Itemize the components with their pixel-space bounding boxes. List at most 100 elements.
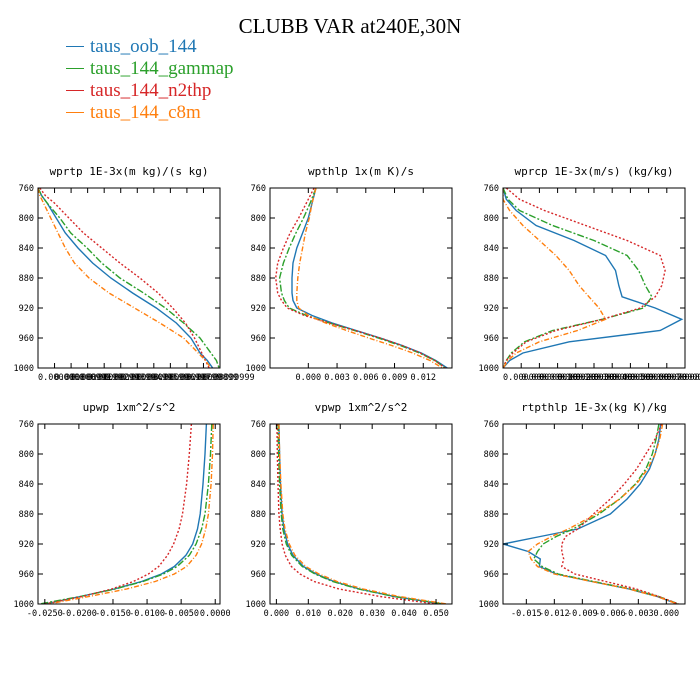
x-tick-label: -0.0250 bbox=[27, 609, 63, 619]
x-tick-label: 0.000000060 bbox=[612, 373, 668, 383]
y-tick-label: 1000 bbox=[14, 364, 34, 374]
y-tick-label: 920 bbox=[484, 304, 499, 314]
y-tick-label: 920 bbox=[251, 540, 266, 550]
chart-title: wprtp 1E-3x(m kg)/(s kg) bbox=[50, 165, 209, 178]
series-line-4 bbox=[503, 188, 607, 368]
y-tick-label: 800 bbox=[251, 450, 266, 460]
x-tick-label: 0.003 bbox=[324, 373, 350, 383]
x-tick-label: 0.020 bbox=[327, 609, 353, 619]
y-tick-label: 960 bbox=[19, 570, 34, 580]
series-line-4 bbox=[278, 424, 448, 604]
x-tick-label: 0.000000010 bbox=[521, 373, 577, 383]
x-tick-label: 0.000000050 bbox=[594, 373, 650, 383]
x-tick-label: 0.000 bbox=[264, 609, 290, 619]
series-line-2 bbox=[277, 424, 445, 604]
series-line-3 bbox=[560, 424, 679, 604]
series-line-4 bbox=[527, 424, 678, 604]
x-tick-label: -0.0150 bbox=[95, 609, 131, 619]
legend-label: taus_oob_144 bbox=[90, 36, 197, 57]
y-tick-label: 920 bbox=[251, 304, 266, 314]
x-tick-label: 0.000000020 bbox=[539, 373, 595, 383]
series-line-3 bbox=[44, 424, 193, 604]
legend-label: taus_144_gammap bbox=[90, 58, 234, 79]
legend-item: taus_144_gammap bbox=[66, 58, 234, 80]
chart-panel: wprtp 1E-3x(m kg)/(s kg) 760 800 840 880 920 9… bbox=[14, 165, 255, 383]
figure-title: CLUBB VAR at240E,30N bbox=[238, 14, 462, 38]
legend: taus_oob_144 taus_144_gammap taus_144_n2… bbox=[66, 36, 234, 124]
chart-title: vpwp 1xm^2/s^2 bbox=[315, 401, 408, 414]
chart-title: wprcp 1E-3x(m/s) (kg/kg) bbox=[515, 165, 674, 178]
legend-swatch bbox=[66, 68, 84, 70]
x-tick-label: 0.0000000 bbox=[38, 373, 84, 383]
x-tick-label: 0.009 bbox=[382, 373, 408, 383]
series-line-1 bbox=[278, 424, 443, 604]
x-tick-label: -0.003 bbox=[623, 609, 654, 619]
y-tick-label: 960 bbox=[251, 334, 266, 344]
x-tick-label: 0.0000000 bbox=[503, 373, 549, 383]
x-tick-label: -0.009 bbox=[567, 609, 598, 619]
x-tick-label: 0.000000999 bbox=[55, 373, 111, 383]
y-tick-label: 880 bbox=[251, 510, 266, 520]
series-line-2 bbox=[278, 188, 446, 368]
y-tick-label: 840 bbox=[251, 480, 266, 490]
y-tick-label: 1000 bbox=[246, 600, 266, 610]
x-tick-label: -0.0200 bbox=[61, 609, 97, 619]
y-tick-label: 880 bbox=[484, 510, 499, 520]
y-tick-label: 800 bbox=[251, 214, 266, 224]
y-tick-label: 800 bbox=[484, 450, 499, 460]
x-tick-label: 0.012 bbox=[410, 373, 436, 383]
y-tick-label: 880 bbox=[19, 274, 34, 284]
x-tick-label: 0.00000199 bbox=[71, 373, 122, 383]
x-tick-label: -0.0100 bbox=[129, 609, 165, 619]
x-tick-label: 0.000000040 bbox=[576, 373, 632, 383]
y-tick-label: 1000 bbox=[246, 364, 266, 374]
y-tick-label: 840 bbox=[484, 244, 499, 254]
y-tick-label: 760 bbox=[19, 184, 34, 194]
legend-swatch bbox=[66, 112, 84, 114]
x-tick-label: 0.00000699 bbox=[154, 373, 205, 383]
series-line-3 bbox=[274, 188, 446, 368]
series-line-2 bbox=[39, 424, 213, 604]
y-tick-label: 840 bbox=[251, 244, 266, 254]
y-tick-label: 800 bbox=[19, 450, 34, 460]
y-tick-label: 880 bbox=[484, 274, 499, 284]
series-line-2 bbox=[38, 188, 220, 368]
y-tick-label: 920 bbox=[19, 304, 34, 314]
x-tick-label: 0.00000899 bbox=[187, 373, 238, 383]
x-tick-label: 0.00000599 bbox=[137, 373, 188, 383]
x-tick-label: 0.000 bbox=[654, 609, 680, 619]
y-tick-label: 880 bbox=[251, 274, 266, 284]
series-line-3 bbox=[276, 424, 437, 604]
y-tick-label: 800 bbox=[19, 214, 34, 224]
y-tick-label: 760 bbox=[484, 184, 499, 194]
chart-panel: wpthlp 1x(m K)/s 760 800 840 880 920 960 1000 0.… bbox=[246, 165, 453, 383]
x-tick-label: 0.000000080 bbox=[649, 373, 700, 383]
legend-swatch bbox=[66, 46, 84, 48]
y-tick-label: 760 bbox=[484, 420, 499, 430]
x-tick-label: 0.006 bbox=[353, 373, 379, 383]
y-tick-label: 760 bbox=[251, 184, 266, 194]
y-tick-label: 840 bbox=[19, 244, 34, 254]
y-tick-label: 760 bbox=[251, 420, 266, 430]
series-line-4 bbox=[48, 424, 214, 604]
y-tick-label: 840 bbox=[19, 480, 34, 490]
x-tick-label: 0.030 bbox=[359, 609, 385, 619]
x-tick-label: 0.00000499 bbox=[121, 373, 172, 383]
x-tick-label: 0.050 bbox=[423, 609, 449, 619]
y-tick-label: 920 bbox=[19, 540, 34, 550]
y-tick-label: 800 bbox=[484, 214, 499, 224]
y-tick-label: 880 bbox=[19, 510, 34, 520]
legend-swatch bbox=[66, 90, 84, 92]
series-line-3 bbox=[39, 188, 210, 368]
y-tick-label: 960 bbox=[251, 570, 266, 580]
series-line-1 bbox=[38, 188, 214, 368]
series-line-2 bbox=[503, 188, 653, 368]
series-line-3 bbox=[503, 188, 666, 368]
x-tick-label: -0.0050 bbox=[163, 609, 199, 619]
series-line-1 bbox=[503, 188, 684, 368]
x-tick-label: 0.000000030 bbox=[558, 373, 614, 383]
series-line-4 bbox=[296, 188, 443, 368]
chart-panel: wprcp 1E-3x(m/s) (kg/kg) 760 800 840 880 920 9… bbox=[479, 165, 700, 383]
x-tick-label: 0.000000070 bbox=[630, 373, 686, 383]
